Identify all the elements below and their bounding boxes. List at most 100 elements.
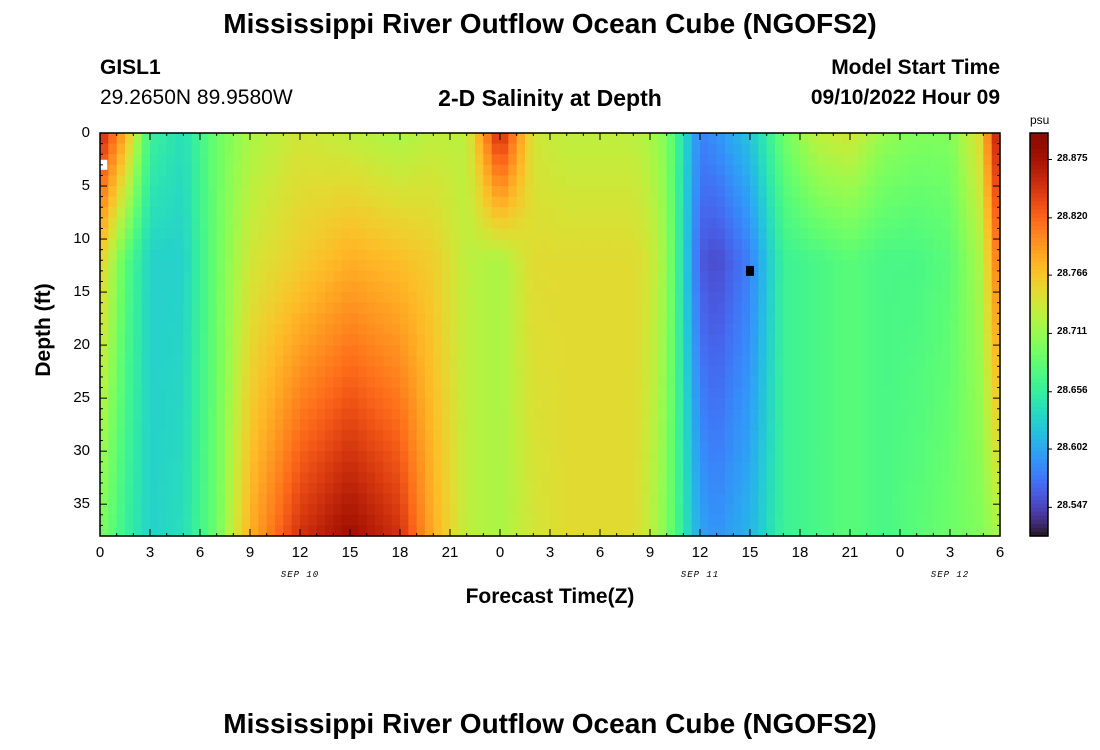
heatmap-cell [850,419,859,431]
heatmap-cell [150,164,159,177]
heatmap-cell [458,143,468,155]
heatmap-cell [325,228,334,240]
heatmap-cell [308,376,318,389]
heatmap-cell [475,440,484,452]
heatmap-cell [858,260,868,272]
heatmap-cell [891,482,901,495]
heatmap-cell [258,323,268,336]
heatmap-cell [766,143,776,155]
heatmap-cell [883,281,893,293]
heatmap-cell [791,345,801,357]
heatmap-cell [433,323,443,336]
heatmap-cell [783,281,793,293]
heatmap-cell [100,482,109,495]
heatmap-cell [358,196,368,208]
colorbar-segment [1030,475,1048,481]
heatmap-cell [391,376,401,389]
heatmap-cell [266,429,276,442]
heatmap-cell [741,175,751,187]
heatmap-cell [341,323,351,336]
heatmap-cell [875,419,884,431]
heatmap-cell [100,387,109,399]
heatmap-cell [583,419,593,431]
heatmap-cell [416,196,426,208]
heatmap-cell [600,366,609,378]
heatmap-cell [950,345,959,357]
heatmap-cell [200,451,209,463]
heatmap-cell [916,366,926,378]
heatmap-cell [250,207,259,219]
heatmap-cell [683,334,693,346]
heatmap-cell [150,429,159,442]
heatmap-cell [675,419,684,431]
heatmap-cell [333,440,343,452]
heatmap-cell [350,366,359,378]
heatmap-cell [216,281,226,293]
heatmap-cell [541,249,551,261]
heatmap-cell [758,302,768,314]
heatmap-cell [725,514,734,526]
heatmap-cell [791,334,801,346]
heatmap-cell [375,292,384,304]
heatmap-cell [600,355,609,367]
heatmap-cell [141,249,151,261]
heatmap-cell [875,239,884,251]
heatmap-cell [508,472,518,484]
heatmap-cell [875,472,884,484]
heatmap-cell [300,313,309,325]
heatmap-cell [958,345,968,357]
heatmap-cell [433,217,443,230]
heatmap-cell [325,366,334,378]
heatmap-cell [266,376,276,389]
heatmap-cell [133,143,143,155]
heatmap-cell [150,260,159,272]
heatmap-cell [133,429,143,442]
heatmap-cell [750,504,759,516]
heatmap-cell [933,387,943,399]
heatmap-cell [683,292,693,304]
heatmap-cell [425,514,434,526]
heatmap-cell [441,196,451,208]
heatmap-cell [333,133,343,145]
heatmap-cell [208,472,218,484]
heatmap-cell [233,366,243,378]
heatmap-cell [783,186,793,198]
heatmap-cell [108,334,118,346]
heatmap-cell [883,366,893,378]
heatmap-cell [175,323,184,336]
heatmap-cell [416,398,426,410]
heatmap-cell [725,292,734,304]
heatmap-cell [791,302,801,314]
heatmap-cell [166,175,176,187]
heatmap-cell [958,281,968,293]
heatmap-cell [725,260,734,272]
heatmap-cell [500,472,509,484]
heatmap-cell [833,429,843,442]
heatmap-cell [683,429,693,442]
heatmap-cell [675,164,684,177]
heatmap-cell [641,270,651,283]
heatmap-cell [341,387,351,399]
heatmap-cell [533,504,543,516]
heatmap-cell [716,196,726,208]
heatmap-cell [850,461,859,473]
heatmap-cell [741,345,751,357]
heatmap-cell [316,451,326,463]
heatmap-cell [391,164,401,177]
heatmap-cell [808,472,818,484]
heatmap-cell [883,154,893,166]
heatmap-cell [950,154,959,166]
heatmap-cell [933,228,943,240]
heatmap-cell [441,472,451,484]
heatmap-cell [800,451,809,463]
heatmap-cell [241,323,251,336]
heatmap-cell [925,313,934,325]
heatmap-cell [658,270,668,283]
heatmap-cell [341,493,351,505]
heatmap-cell [466,514,476,526]
heatmap-cell [475,482,484,495]
heatmap-cell [275,419,284,431]
heatmap-cell [566,472,576,484]
heatmap-cell [891,461,901,473]
heatmap-cell [391,281,401,293]
